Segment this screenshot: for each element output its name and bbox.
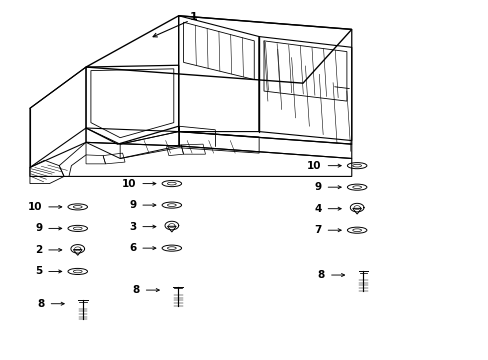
Text: 9: 9	[314, 182, 321, 192]
Text: 10: 10	[306, 161, 321, 171]
Text: 2: 2	[35, 245, 42, 255]
Text: 8: 8	[317, 270, 325, 280]
Text: 10: 10	[122, 179, 136, 189]
Text: 5: 5	[35, 266, 42, 276]
Text: 7: 7	[313, 225, 321, 235]
Text: 9: 9	[129, 200, 136, 210]
Text: 3: 3	[129, 222, 136, 231]
Text: 8: 8	[37, 299, 44, 309]
Text: 8: 8	[132, 285, 140, 295]
Text: 4: 4	[313, 204, 321, 214]
Text: 9: 9	[35, 224, 42, 233]
Text: 1: 1	[189, 12, 197, 22]
Text: 10: 10	[28, 202, 42, 212]
Text: 6: 6	[129, 243, 136, 253]
